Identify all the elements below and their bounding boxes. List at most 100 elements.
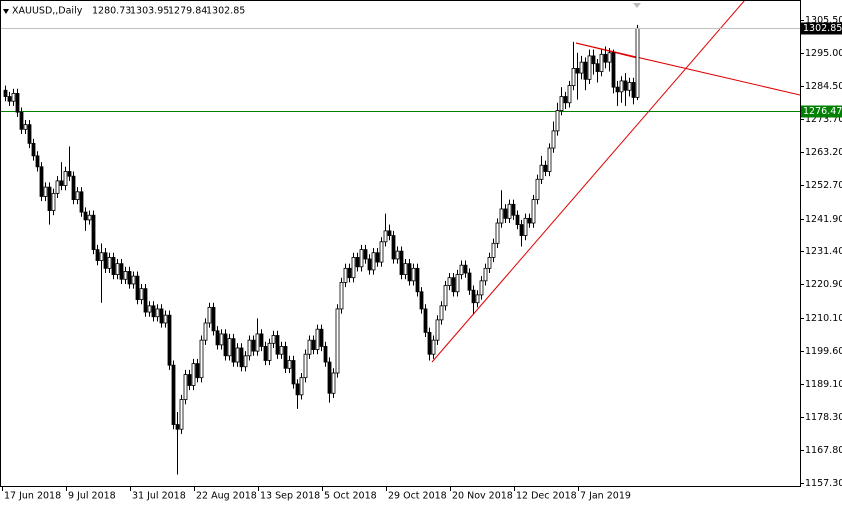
candle-body [123,271,128,280]
candle-body [323,346,328,363]
candle-body [31,142,36,157]
plot-frame [0,0,801,487]
candle-body [455,274,460,293]
candle-body [327,361,332,394]
candle-body [483,267,488,282]
candle-body [175,424,180,430]
candle-body [107,257,112,269]
candle-body [355,257,360,268]
candle-body [91,214,96,250]
candle-body [239,347,244,368]
candle-body [515,214,520,226]
candle-body [79,191,84,213]
candle-body [359,249,364,268]
candle-body [247,339,252,357]
high-value: 1303.95 [130,6,169,17]
candle-body [435,319,440,341]
candle-body [499,208,504,224]
candle-body [215,330,220,346]
candle-body [471,289,476,304]
candle-body [115,263,120,275]
candle-body [275,335,280,355]
candle-body [231,338,236,363]
low-value: 1279.84 [168,6,207,17]
candle-body [487,257,492,269]
candle-body [311,339,316,350]
level-price-label: 1276.47 [803,106,842,117]
candle-body [87,214,92,221]
candle-body [295,383,300,396]
y-tick-label: 1305.50 [805,15,842,26]
y-tick-label: 1189.10 [805,379,842,390]
candle-body [599,53,604,72]
candle-body [519,224,524,236]
candle-body [567,85,572,104]
candle-body [347,267,352,279]
candle-body [307,339,312,355]
candle-body [395,250,400,260]
candle-body [315,328,320,350]
candle-body [95,249,100,261]
candle-body [15,93,20,113]
candle-body [183,374,188,400]
candle-body [527,217,532,224]
y-tick-label: 1273.70 [805,114,842,125]
candle-body [259,333,264,347]
candle-body [67,171,72,177]
candle-body [551,130,556,149]
y-tick-label: 1263.20 [805,147,842,158]
candle-body [611,52,616,88]
candle-body [555,110,560,132]
candle-body [403,263,408,275]
candle-body [203,322,208,341]
x-tick-label: 22 Aug 2018 [196,491,257,502]
candle-body [563,96,568,104]
candle-body [35,155,40,168]
candle-body [71,175,76,201]
candle-body [151,305,156,318]
candle-body [207,306,212,324]
candle-body [431,339,436,355]
candle-body [139,288,144,300]
candle-body [475,294,480,304]
candle-body [623,80,628,91]
candle-body [407,263,412,282]
shift-marker [633,3,641,8]
y-tick-label: 1231.40 [805,246,842,257]
candle-body [319,328,324,347]
candle-body [147,305,152,313]
candle-body [167,314,172,366]
candle-body [59,180,64,186]
x-tick-label: 12 Dec 2018 [516,491,577,502]
header: XAUUSD,,Daily 1280.73 1303.95 1279.84 13… [3,6,245,17]
candle-body [39,166,44,197]
candle-body [511,203,516,216]
candle-body [51,192,56,211]
y-tick-label: 1157.30 [805,478,842,489]
candle-body [631,82,636,98]
x-tick-label: 9 Jul 2018 [68,491,116,502]
candle-body [7,96,12,102]
candle-body [379,241,384,263]
candle-body [547,147,552,172]
candle-body [383,230,388,243]
candle-body [495,222,500,244]
candle-body [363,249,368,260]
candle-body [191,363,196,386]
candle-body [587,55,592,80]
candle-body [279,346,284,355]
candle-body [83,211,88,221]
candle-body [243,355,248,368]
candle-body [19,111,24,130]
level-price-box [801,105,842,118]
symbol: XAUUSD,,Daily [12,6,83,17]
plot-area [1,1,800,475]
open-value: 1280.73 [92,6,131,17]
candle-body [11,93,16,102]
candle-body [227,338,232,357]
y-tick-label: 1167.80 [805,445,842,456]
header-icon [3,9,9,14]
candle-body [271,335,276,344]
close-value: 1302.85 [206,6,245,17]
candle-body [367,258,372,271]
